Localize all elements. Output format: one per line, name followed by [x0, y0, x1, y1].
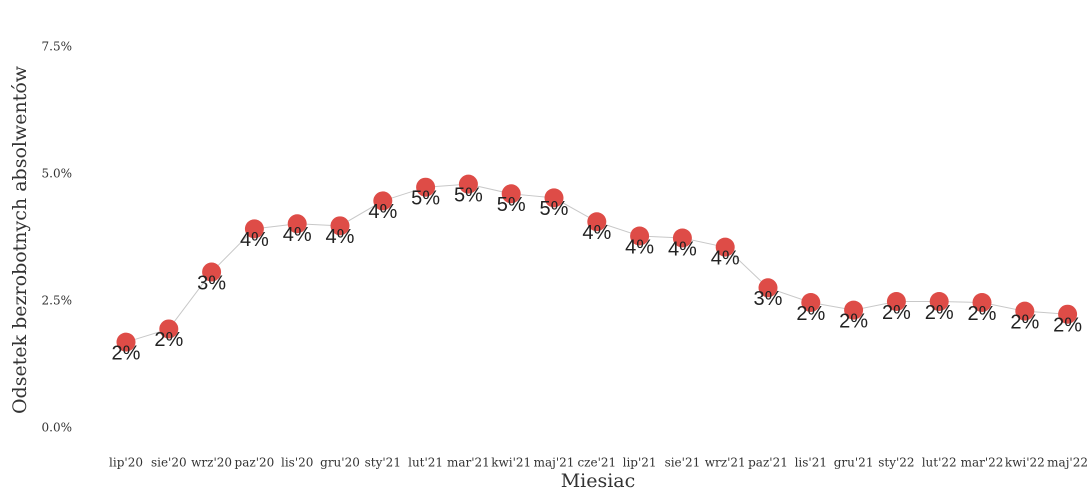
value-label: 2% — [968, 303, 997, 325]
point — [116, 332, 136, 352]
x-tick-label: cze'21 — [577, 456, 616, 470]
value-label: 5% — [497, 194, 526, 216]
x-tick-label: paz'20 — [235, 456, 275, 470]
x-tick-label: lis'20 — [281, 456, 313, 470]
x-tick-label: mar'22 — [961, 456, 1004, 470]
point — [159, 319, 179, 339]
point — [886, 292, 906, 312]
point — [416, 177, 436, 197]
value-label: 4% — [668, 238, 697, 260]
point — [458, 174, 478, 194]
point — [672, 228, 692, 248]
point — [244, 219, 264, 239]
x-tick-label: wrz'21 — [705, 456, 746, 470]
x-tick-label: kwi'22 — [1005, 456, 1045, 470]
point — [287, 214, 307, 234]
x-tick-label: paz'21 — [748, 456, 788, 470]
x-tick-label: gru'20 — [320, 456, 360, 470]
point — [929, 292, 949, 312]
value-label: 2% — [882, 302, 911, 324]
value-label: 4% — [582, 222, 611, 244]
value-label: 4% — [368, 201, 397, 223]
value-label: 5% — [540, 198, 569, 220]
value-label: 3% — [197, 272, 226, 294]
value-label: 5% — [454, 184, 483, 206]
value-label: 4% — [711, 247, 740, 269]
y-axis-label: Odsetek bezrobotnych absolwentów — [9, 65, 31, 414]
y-tick-label: 7.5% — [42, 40, 73, 54]
point — [587, 212, 607, 232]
point — [202, 262, 222, 282]
value-label: 4% — [326, 226, 355, 248]
point — [715, 237, 735, 257]
x-tick-label: lip'20 — [109, 456, 143, 470]
value-label: 5% — [411, 187, 440, 209]
point — [330, 216, 350, 236]
x-tick-label: wrz'20 — [191, 456, 232, 470]
point — [844, 300, 864, 320]
value-label: 2% — [839, 310, 868, 332]
value-label: 2% — [1010, 311, 1039, 333]
x-tick-label: sty'21 — [365, 456, 401, 470]
x-tick-label: sie'20 — [151, 456, 187, 470]
x-tick-label: lis'21 — [795, 456, 827, 470]
x-tick-label: maj'22 — [1047, 456, 1088, 470]
value-label: 4% — [625, 236, 654, 258]
x-tick-label: sty'22 — [878, 456, 914, 470]
x-tick-label: lip'21 — [623, 456, 657, 470]
value-label: 3% — [754, 288, 783, 310]
x-axis-label: Miesiac — [561, 470, 636, 492]
point — [1058, 304, 1078, 324]
value-label: 2% — [1053, 314, 1082, 336]
value-label: 4% — [240, 229, 269, 251]
point — [544, 188, 564, 208]
y-tick-label: 2.5% — [42, 294, 73, 308]
point — [373, 191, 393, 211]
x-tick-label: mar'21 — [447, 456, 490, 470]
x-tick-label: maj'21 — [534, 456, 575, 470]
x-tick-label: kwi'21 — [491, 456, 531, 470]
value-label: 2% — [925, 302, 954, 324]
value-label: 2% — [112, 342, 141, 364]
x-tick-label: sie'21 — [665, 456, 701, 470]
x-tick-label: lut'21 — [408, 456, 443, 470]
point — [630, 226, 650, 246]
x-tick-label: gru'21 — [834, 456, 874, 470]
x-tick-label: lut'22 — [922, 456, 957, 470]
y-tick-label: 5.0% — [42, 167, 73, 181]
value-label: 2% — [154, 329, 183, 351]
point — [501, 184, 521, 204]
point — [801, 293, 821, 313]
point — [1015, 301, 1035, 321]
y-tick-label: 0.0% — [42, 421, 73, 435]
value-label: 2% — [796, 303, 825, 325]
value-label: 4% — [283, 224, 312, 246]
point — [758, 278, 778, 298]
point — [972, 293, 992, 313]
